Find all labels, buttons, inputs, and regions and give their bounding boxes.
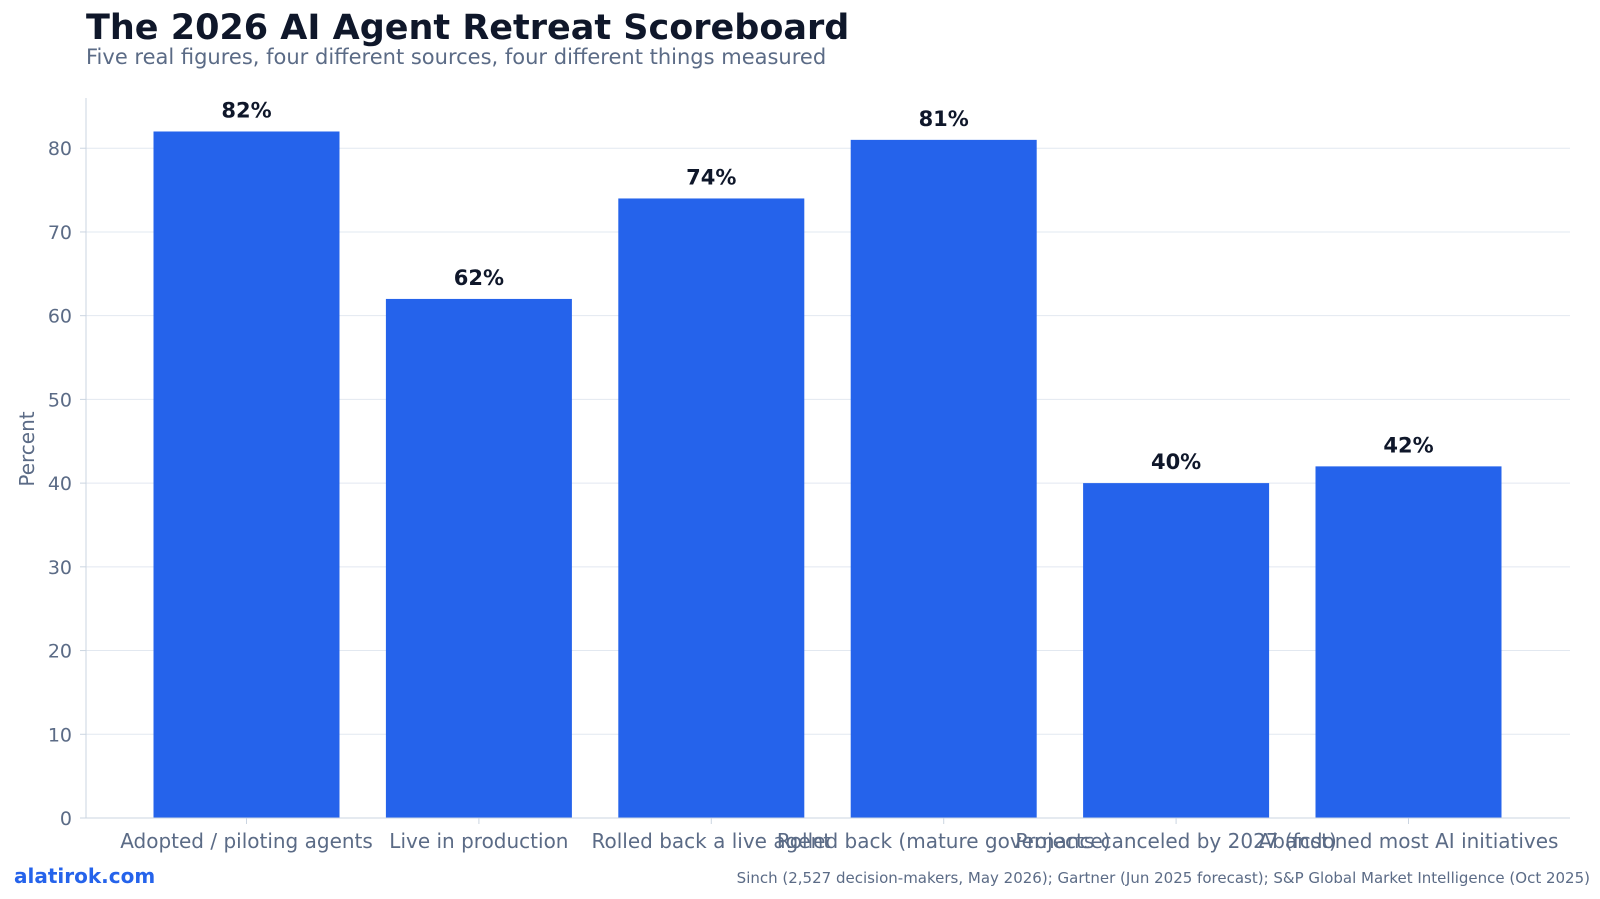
y-tick-label: 30 xyxy=(48,557,72,579)
y-tick-label: 70 xyxy=(48,222,72,244)
bar-value-label: 42% xyxy=(1383,433,1433,457)
x-tick-label: Abandoned most AI initiatives xyxy=(1259,829,1559,853)
x-tick-label: Adopted / piloting agents xyxy=(120,829,373,853)
bar xyxy=(385,298,572,818)
bar xyxy=(153,131,340,818)
source-note: Sinch (2,527 decision-makers, May 2026);… xyxy=(736,869,1590,887)
y-tick-label: 40 xyxy=(48,473,72,495)
chart-title: The 2026 AI Agent Retreat Scoreboard xyxy=(86,8,850,48)
y-tick-label: 10 xyxy=(48,724,72,746)
y-tick-label: 20 xyxy=(48,641,72,663)
y-tick-label: 50 xyxy=(48,389,72,411)
bar xyxy=(618,198,805,819)
bar xyxy=(850,139,1037,818)
x-tick-label: Live in production xyxy=(389,829,568,853)
y-tick-label: 0 xyxy=(60,808,72,830)
y-axis-label: Percent xyxy=(15,411,39,486)
x-tick-label: Projects canceled by 2027 (fcst) xyxy=(1015,829,1336,853)
bar-value-label: 81% xyxy=(919,107,969,131)
bar-value-label: 82% xyxy=(221,98,271,122)
bar-value-label: 62% xyxy=(454,266,504,290)
y-tick-label: 80 xyxy=(48,138,72,160)
bar xyxy=(1083,483,1270,818)
labels: 0 10 20 30 40 50 60 70 80 82% Adopted / piloting a… xyxy=(48,98,1559,853)
bar xyxy=(1315,466,1502,818)
chart-subtitle: Five real figures, four different source… xyxy=(86,45,827,69)
brand-label: alatirok.com xyxy=(14,864,156,888)
bars xyxy=(153,131,1502,819)
x-tick-label: Rolled back (mature governance) xyxy=(777,829,1111,853)
x-tick-label: Rolled back a live agent xyxy=(592,829,832,853)
bar-value-label: 74% xyxy=(686,165,736,189)
axes xyxy=(80,98,1570,824)
bar-value-label: 40% xyxy=(1151,450,1201,474)
y-tick-label: 60 xyxy=(48,306,72,328)
